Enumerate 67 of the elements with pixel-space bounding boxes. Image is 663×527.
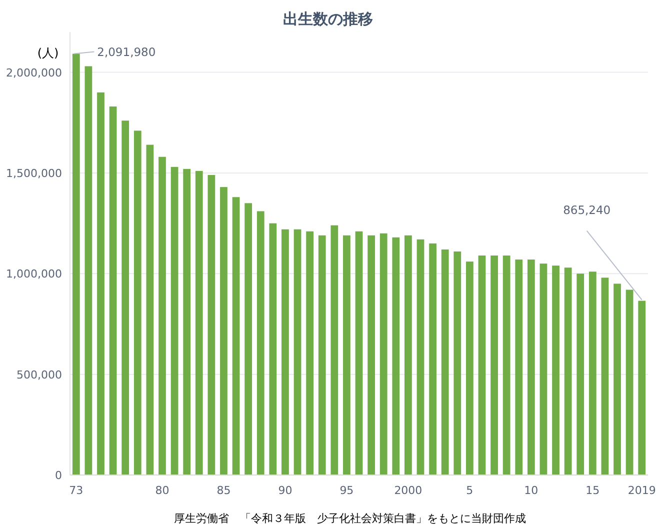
bar xyxy=(576,274,584,475)
bar xyxy=(109,106,117,475)
bar xyxy=(282,229,289,475)
y-tick-label: 1,000,000 xyxy=(6,268,62,281)
bar xyxy=(454,251,462,475)
bar xyxy=(244,203,252,475)
x-tick-label: 5 xyxy=(466,484,474,497)
bar xyxy=(614,284,621,475)
y-tick-label: 0 xyxy=(55,469,62,482)
bar xyxy=(72,54,80,475)
bar xyxy=(540,264,548,475)
bar xyxy=(256,211,264,475)
bar xyxy=(490,256,498,475)
bar xyxy=(588,272,596,475)
x-tick-label: 2019 xyxy=(628,484,656,497)
bar xyxy=(441,249,449,475)
bar xyxy=(318,235,326,475)
bar xyxy=(158,156,166,475)
bar xyxy=(294,229,302,475)
data-label: 2,091,980 xyxy=(97,44,156,59)
y-tick-label: 2,000,000 xyxy=(6,66,62,80)
bar xyxy=(404,235,412,475)
bar xyxy=(330,225,338,475)
bar xyxy=(552,266,560,475)
bar xyxy=(564,268,572,475)
bar xyxy=(306,231,314,475)
bar xyxy=(208,174,216,475)
bar xyxy=(355,231,363,475)
bar xyxy=(134,130,142,475)
x-tick-label: 90 xyxy=(278,484,292,497)
bar xyxy=(466,262,474,475)
x-tick-label: 2000 xyxy=(394,484,422,497)
bar xyxy=(343,235,350,475)
text: 厚生労働省 「令和３年版 少子化社会対策白書」をもとに当財団作成 xyxy=(174,512,526,525)
bar xyxy=(195,170,203,475)
bar xyxy=(638,300,646,475)
chart-title: 出生数の推移 xyxy=(283,10,373,28)
bar xyxy=(429,243,436,475)
bar xyxy=(170,166,178,475)
bar xyxy=(502,256,510,475)
bar xyxy=(122,120,130,475)
bar xyxy=(601,278,609,475)
data-label: 865,240 xyxy=(563,202,611,217)
y-tick-label: 500,000 xyxy=(16,368,62,382)
x-tick-label: 73 xyxy=(69,484,84,497)
bar xyxy=(84,66,92,475)
bar xyxy=(416,239,424,475)
bar xyxy=(368,235,375,475)
y-tick-label: 1,500,000 xyxy=(6,166,62,180)
bar xyxy=(97,92,104,475)
bar xyxy=(392,237,400,475)
bar xyxy=(146,144,154,475)
x-tick-label: 15 xyxy=(586,484,600,497)
x-tick-label: 95 xyxy=(340,484,354,497)
bar xyxy=(183,168,191,475)
bar xyxy=(380,233,388,475)
x-tick-label: 80 xyxy=(155,484,170,497)
x-tick-label: 85 xyxy=(216,484,231,497)
bar xyxy=(220,187,228,475)
x-tick-label: 10 xyxy=(524,484,538,497)
y-axis-title: (人) xyxy=(37,46,59,60)
bar xyxy=(232,197,240,475)
bar xyxy=(515,260,523,475)
bar xyxy=(626,290,634,475)
bar xyxy=(478,256,486,475)
bar xyxy=(527,260,535,475)
bar xyxy=(269,223,277,475)
